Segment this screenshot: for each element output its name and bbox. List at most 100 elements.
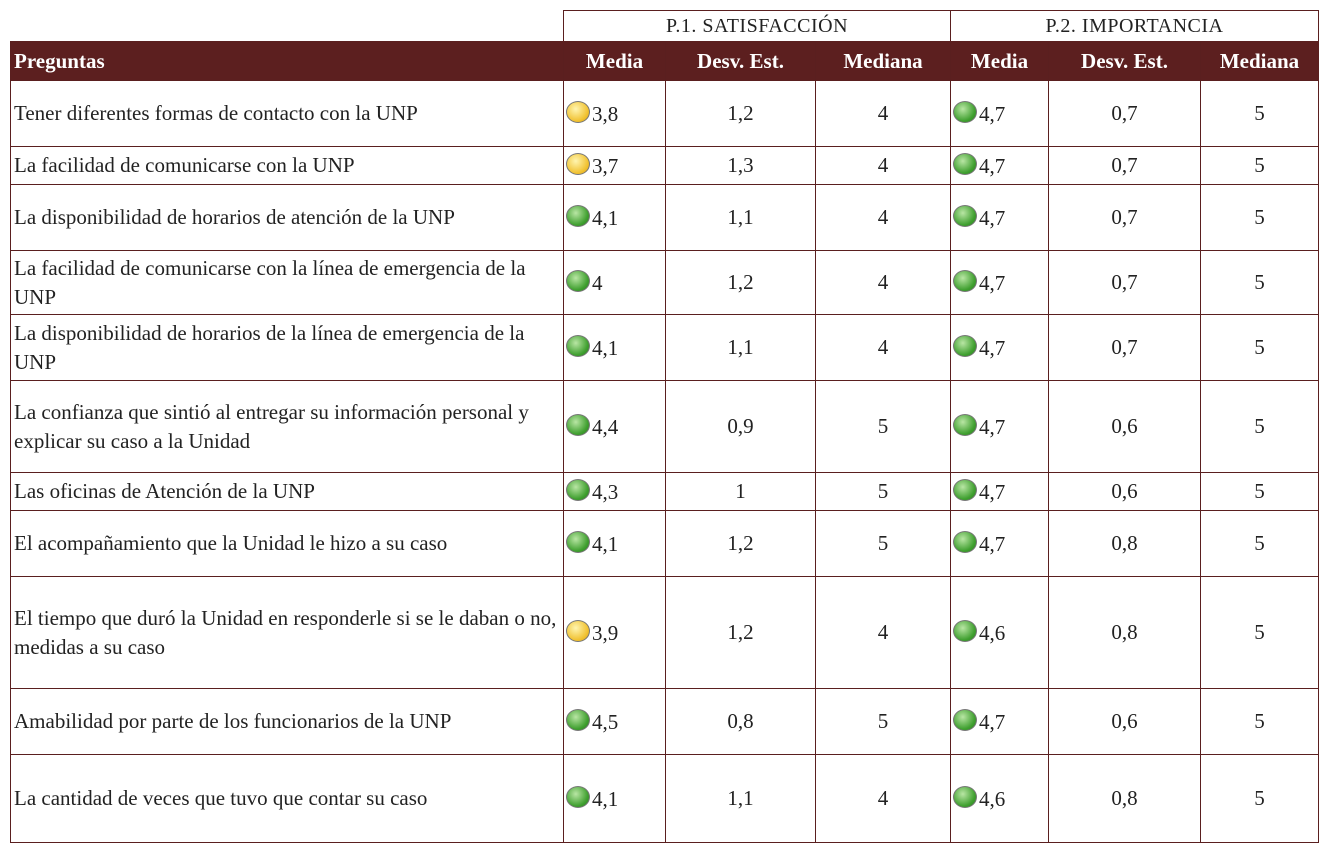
- mean-value: 4: [592, 270, 603, 295]
- value-cell: 5: [1200, 314, 1319, 381]
- data-row: El acompañamiento que la Unidad le hizo …: [10, 510, 1319, 577]
- mean-value: 4,5: [592, 709, 619, 734]
- question: La disponibilidad de horarios de atenció…: [10, 184, 564, 251]
- status-indicator: [566, 334, 590, 357]
- mean-value: 4,7: [979, 414, 1006, 439]
- mean-value: 4,7: [979, 479, 1006, 504]
- status-indicator: [566, 785, 590, 808]
- value-cell: 4: [815, 146, 951, 185]
- mean-value: 4,1: [592, 786, 619, 811]
- mean-value: 4,6: [979, 786, 1006, 811]
- mean-value: 4,7: [979, 153, 1006, 178]
- group-row: P.1. SATISFACCIÓN P.2. IMPORTANCIA: [11, 10, 1319, 42]
- value-cell: 5: [1200, 146, 1319, 185]
- value-cell: 5: [1200, 688, 1319, 755]
- mean-value: 4,7: [979, 709, 1006, 734]
- mean-cell: 4,7: [950, 688, 1049, 755]
- value-cell: 0,7: [1048, 250, 1201, 315]
- mean-value: 4,7: [979, 270, 1006, 295]
- value-cell: 0,8: [1048, 510, 1201, 577]
- status-indicator: [953, 269, 977, 292]
- status-indicator: [566, 708, 590, 731]
- value-cell: 0,6: [1048, 472, 1201, 511]
- value-cell: 5: [1200, 380, 1319, 473]
- column-header: Preguntas: [10, 41, 564, 81]
- value-cell: 1,2: [665, 80, 816, 147]
- question: El acompañamiento que la Unidad le hizo …: [10, 510, 564, 577]
- value-cell: 0,8: [1048, 754, 1201, 843]
- mean-cell: 3,7: [563, 146, 666, 185]
- mean-cell: 4,1: [563, 754, 666, 843]
- data-row: La facilidad de comunicarse con la línea…: [10, 250, 1319, 315]
- mean-cell: 4,4: [563, 380, 666, 473]
- question: La facilidad de comunicarse con la línea…: [10, 250, 564, 315]
- value-cell: 1,2: [665, 510, 816, 577]
- column-header: Media: [950, 41, 1049, 81]
- value-cell: 1,1: [665, 184, 816, 251]
- value-cell: 1,1: [665, 314, 816, 381]
- value-cell: 0,7: [1048, 146, 1201, 185]
- column-header: Desv. Est.: [665, 41, 816, 81]
- column-header: Media: [563, 41, 666, 81]
- status-indicator: [953, 152, 977, 175]
- question: La cantidad de veces que tuvo que contar…: [10, 754, 564, 843]
- status-indicator: [953, 100, 977, 123]
- group-header: P.2. IMPORTANCIA: [950, 10, 1319, 42]
- mean-cell: 4,5: [563, 688, 666, 755]
- value-cell: 5: [815, 510, 951, 577]
- value-cell: 0,9: [665, 380, 816, 473]
- value-cell: 0,8: [1048, 576, 1201, 689]
- data-row: La confianza que sintió al entregar su i…: [10, 380, 1319, 473]
- value-cell: 0,7: [1048, 80, 1201, 147]
- data-row: El tiempo que duró la Unidad en responde…: [10, 576, 1319, 689]
- question: El tiempo que duró la Unidad en responde…: [10, 576, 564, 689]
- value-cell: 1: [665, 472, 816, 511]
- status-indicator: [566, 269, 590, 292]
- status-indicator: [566, 413, 590, 436]
- data-row: La facilidad de comunicarse con la UNP 3,…: [10, 146, 1319, 185]
- data-row: Amabilidad por parte de los funcionarios…: [10, 688, 1319, 755]
- value-cell: 4: [815, 184, 951, 251]
- status-indicator: [953, 530, 977, 553]
- question: Tener diferentes formas de contacto con …: [10, 80, 564, 147]
- header-row: Preguntas Media Desv. Est. Mediana Media Desv…: [10, 41, 1319, 81]
- value-cell: 5: [1200, 754, 1319, 843]
- mean-value: 4,4: [592, 414, 619, 439]
- data-row: Tener diferentes formas de contacto con …: [10, 80, 1319, 147]
- table-body: P.1. SATISFACCIÓN P.2. IMPORTANCIA Pregunt…: [10, 10, 1319, 843]
- question: Amabilidad por parte de los funcionarios…: [10, 688, 564, 755]
- data-row: Las oficinas de Atención de la UNP 4,3 1 5 4…: [10, 472, 1319, 511]
- column-header: Desv. Est.: [1048, 41, 1201, 81]
- mean-cell: 4,7: [950, 380, 1049, 473]
- mean-cell: 4,7: [950, 250, 1049, 315]
- column-header: Mediana: [1200, 41, 1319, 81]
- status-indicator: [566, 204, 590, 227]
- value-cell: 0,7: [1048, 184, 1201, 251]
- question: Las oficinas de Atención de la UNP: [10, 472, 564, 511]
- status-indicator: [566, 100, 590, 123]
- mean-cell: 4,1: [563, 314, 666, 381]
- status-indicator: [953, 708, 977, 731]
- value-cell: 5: [1200, 576, 1319, 689]
- data-row: La disponibilidad de horarios de atenció…: [10, 184, 1319, 251]
- mean-value: 4,7: [979, 531, 1006, 556]
- mean-cell: 4,3: [563, 472, 666, 511]
- mean-cell: 4,7: [950, 146, 1049, 185]
- question: La disponibilidad de horarios de la líne…: [10, 314, 564, 381]
- value-cell: 5: [815, 472, 951, 511]
- value-cell: 5: [1200, 250, 1319, 315]
- status-indicator: [953, 478, 977, 501]
- mean-value: 4,3: [592, 479, 619, 504]
- mean-cell: 4,1: [563, 184, 666, 251]
- mean-value: 3,9: [592, 620, 619, 645]
- question: La facilidad de comunicarse con la UNP: [10, 146, 564, 185]
- value-cell: 1,3: [665, 146, 816, 185]
- status-indicator: [953, 204, 977, 227]
- mean-cell: 4,7: [950, 80, 1049, 147]
- results-table: P.1. SATISFACCIÓN P.2. IMPORTANCIA Pregunt…: [10, 10, 1319, 843]
- question: La confianza que sintió al entregar su i…: [10, 380, 564, 473]
- value-cell: 5: [1200, 184, 1319, 251]
- mean-cell: 4,7: [950, 510, 1049, 577]
- value-cell: 4: [815, 80, 951, 147]
